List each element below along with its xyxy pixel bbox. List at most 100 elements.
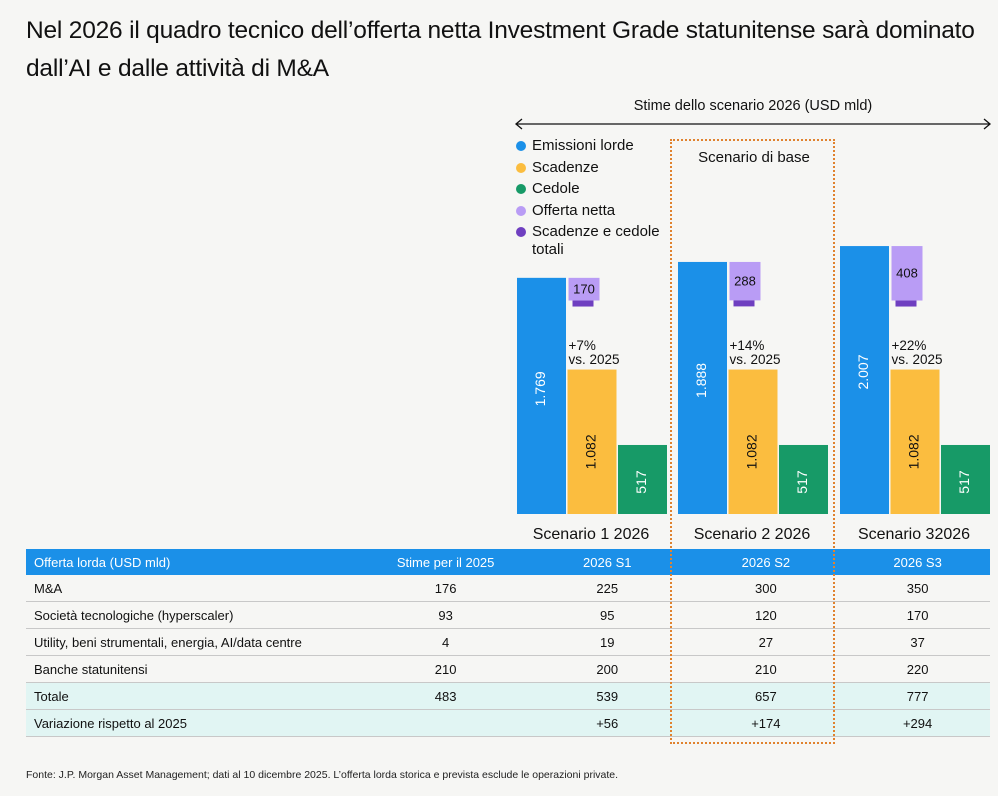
table-cell: 4: [363, 628, 528, 656]
category-label: Scenario 1 2026: [533, 526, 650, 543]
table-cell: 27: [686, 628, 846, 656]
bar-offerta-netta: [891, 246, 923, 301]
table-cell: 120: [686, 601, 846, 629]
legend: Emissioni lorde Scadenze Cedole Offerta …: [516, 137, 672, 262]
table-cell: +294: [845, 709, 990, 737]
legend-swatch: [516, 184, 526, 194]
legend-item: Scadenze e cedole totali: [516, 223, 672, 258]
table-cell: 657: [686, 682, 846, 710]
table-header: 2026 S3: [845, 549, 990, 575]
legend-item: Offerta netta: [516, 202, 672, 220]
bar-value-label: 1.082: [583, 434, 599, 469]
net-supply-label: 170: [573, 282, 595, 297]
bar-cedole: [618, 444, 667, 514]
table-cell: +56: [527, 709, 687, 737]
table-header: Stime per il 2025: [363, 549, 528, 575]
estimates-arrow: [514, 118, 992, 130]
growth-annotation: +14%: [730, 338, 765, 353]
growth-annotation: vs. 2025: [569, 352, 620, 367]
table-row: Banche statunitensi 210 200 210 220: [26, 655, 990, 683]
table-row-total: Totale 483 539 657 777: [26, 682, 990, 710]
legend-swatch: [516, 141, 526, 151]
table-cell: 225: [527, 575, 687, 602]
table-cell: 19: [527, 628, 687, 656]
table-cell: Variazione rispetto al 2025: [26, 709, 364, 737]
chart-title: Nel 2026 il quadro tecnico dell’offerta …: [26, 17, 975, 82]
legend-item: Scadenze: [516, 159, 672, 177]
legend-label: Scadenze e cedole totali: [532, 223, 660, 258]
gross-supply-table: Offerta lorda (USD mld) Stime per il 202…: [26, 549, 990, 737]
total-maturities-marker: [895, 300, 917, 307]
bar-value-label: 1.769: [532, 371, 548, 406]
bar-emissioni-lorde: [678, 261, 727, 514]
table-cell: 539: [527, 682, 687, 710]
table-row: Utility, beni strumentali, energia, AI/d…: [26, 628, 990, 656]
table-header: 2026 S1: [527, 549, 687, 575]
table-cell: 200: [527, 655, 687, 683]
bar-emissioni-lorde: [517, 277, 566, 514]
table-header-row: Offerta lorda (USD mld) Stime per il 202…: [26, 549, 990, 575]
bar-value-label: 2.007: [855, 354, 871, 389]
table-cell: 95: [527, 601, 687, 629]
total-maturities-marker: [572, 300, 594, 307]
table-cell: 170: [845, 601, 990, 629]
growth-annotation: +7%: [569, 338, 596, 353]
legend-swatch: [516, 205, 526, 216]
source-note: Fonte: J.P. Morgan Asset Management; dat…: [26, 769, 619, 781]
table-cell: 210: [363, 655, 528, 683]
bar-offerta-netta: [729, 261, 761, 301]
table-header: Offerta lorda (USD mld): [26, 549, 364, 575]
bar-emissioni-lorde: [840, 246, 889, 515]
table-cell: 483: [363, 682, 528, 710]
table-cell: Società tecnologiche (hyperscaler): [26, 601, 364, 629]
net-supply-label: 408: [896, 266, 918, 281]
legend-item: Emissioni lorde: [516, 137, 672, 155]
bar-value-label: 1.082: [744, 434, 760, 469]
table-cell: 350: [845, 575, 990, 602]
table-cell: Banche statunitensi: [26, 655, 364, 683]
table-cell: 37: [845, 628, 990, 656]
base-scenario-label: Scenario di base: [698, 149, 810, 166]
net-supply-label: 288: [734, 274, 756, 289]
bar-scadenze: [890, 369, 940, 514]
table-row-change: Variazione rispetto al 2025 +56 +174 +29…: [26, 709, 990, 737]
table-header: 2026 S2: [686, 549, 846, 575]
bar-offerta-netta: [568, 277, 600, 301]
bar-value-label: 1.888: [693, 363, 709, 398]
growth-annotation: vs. 2025: [892, 352, 943, 367]
legend-swatch: [516, 162, 526, 173]
estimates-label: Stime dello scenario 2026 (USD mld): [633, 98, 873, 114]
bar-scadenze: [567, 369, 617, 514]
legend-label: Cedole: [532, 180, 580, 197]
bar-value-label: 1.082: [906, 434, 922, 469]
legend-label: Scadenze: [532, 158, 599, 176]
table-cell: [363, 709, 528, 737]
table-cell: 176: [363, 575, 528, 602]
bar-value-label: 517: [633, 470, 649, 494]
legend-item: Cedole: [516, 180, 672, 198]
category-label: Scenario 32026: [858, 526, 970, 543]
table-row: Società tecnologiche (hyperscaler) 93 95…: [26, 601, 990, 629]
table-cell: 220: [845, 655, 990, 683]
bar-value-label: 517: [794, 470, 810, 494]
total-maturities-marker: [733, 300, 755, 307]
legend-swatch: [516, 227, 526, 237]
bar-cedole: [779, 444, 828, 514]
legend-label: Emissioni lorde: [532, 137, 634, 154]
growth-annotation: vs. 2025: [730, 352, 781, 367]
table-cell: 93: [363, 601, 528, 629]
category-label: Scenario 2 2026: [694, 526, 811, 543]
growth-annotation: +22%: [892, 338, 927, 353]
table-cell: Totale: [26, 682, 364, 710]
legend-label: Offerta netta: [532, 201, 616, 219]
bar-scadenze: [728, 369, 778, 514]
table-cell: M&A: [26, 575, 364, 602]
table-cell: +174: [686, 709, 846, 737]
table-cell: Utility, beni strumentali, energia, AI/d…: [26, 628, 364, 656]
table-cell: 300: [686, 575, 846, 602]
table-cell: 777: [845, 682, 990, 710]
table-cell: 210: [686, 655, 846, 683]
bar-value-label: 517: [956, 470, 972, 494]
bar-cedole: [941, 444, 990, 514]
